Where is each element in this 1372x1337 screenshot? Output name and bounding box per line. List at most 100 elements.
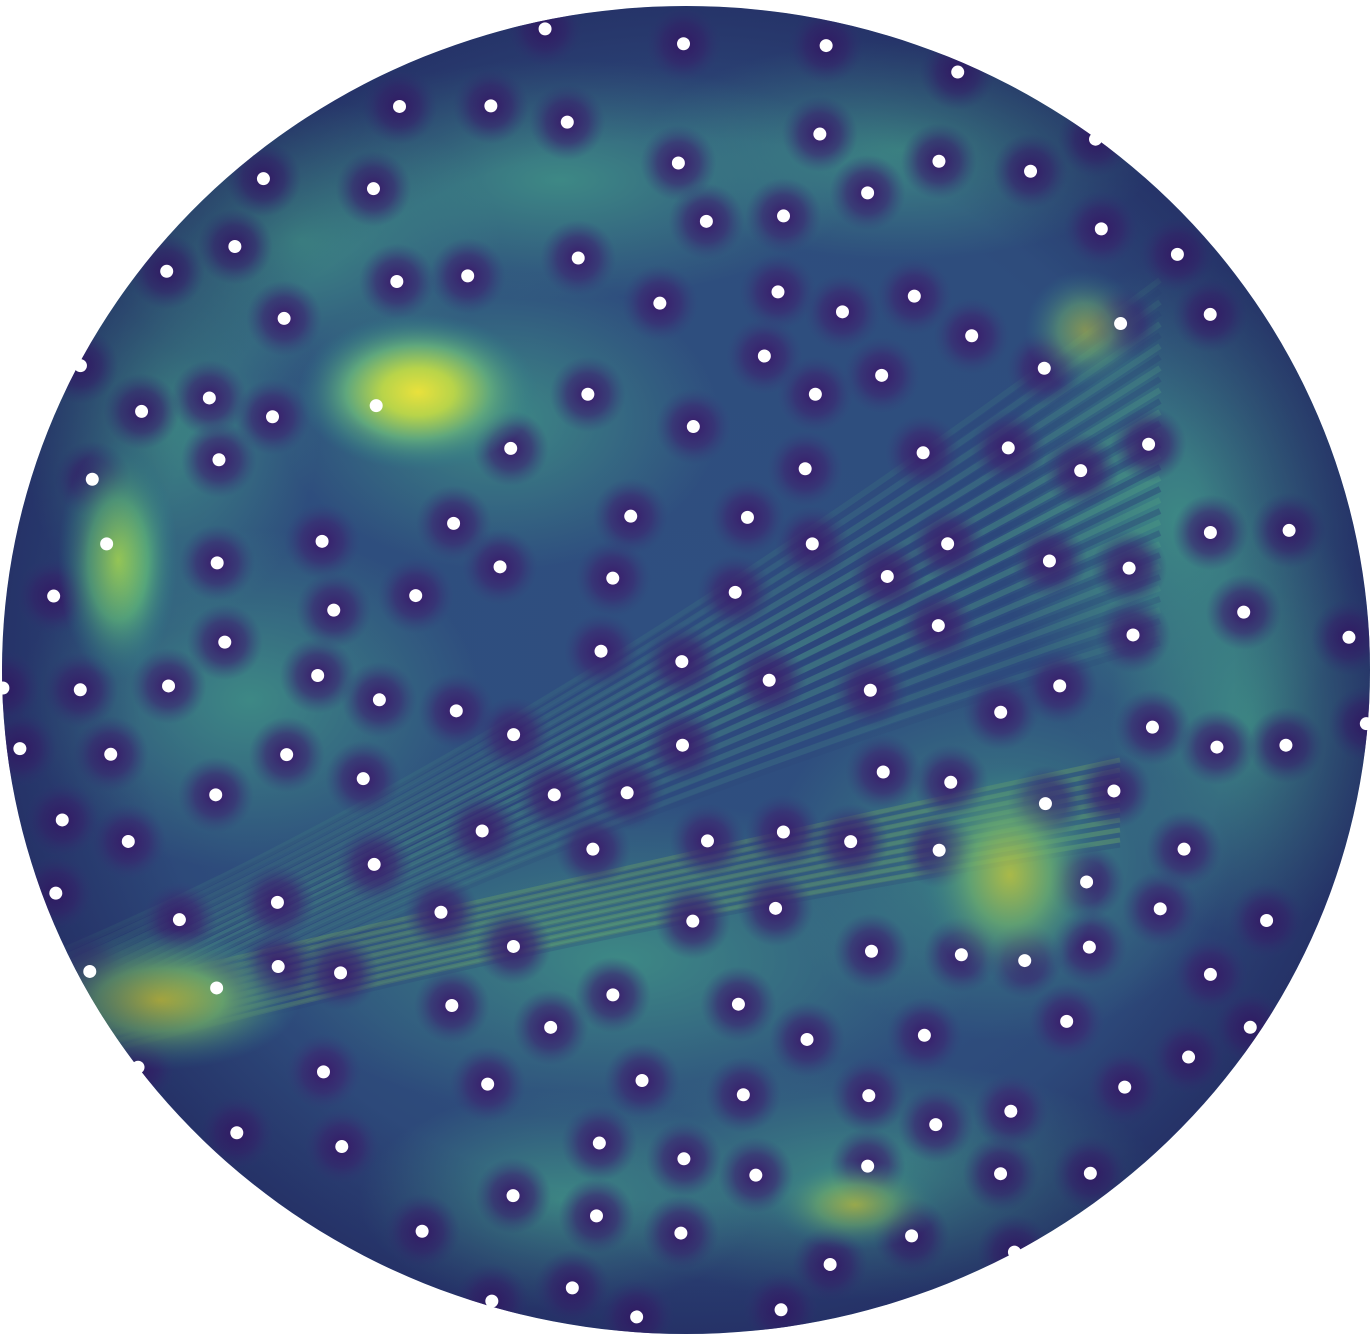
sample-marker <box>49 886 63 900</box>
sample-marker <box>1210 740 1224 754</box>
sample-marker <box>172 913 186 927</box>
sample-marker <box>270 895 284 909</box>
sample-marker <box>315 534 329 548</box>
sample-marker <box>1203 307 1217 321</box>
sample-marker <box>202 391 216 405</box>
sample-marker <box>1007 1245 1021 1259</box>
sample-marker <box>700 834 714 848</box>
sample-marker <box>800 1032 814 1046</box>
sample-marker <box>823 1257 837 1271</box>
sample-marker <box>484 99 498 113</box>
sample-marker <box>356 772 370 786</box>
sample-marker <box>210 556 224 570</box>
sample-marker <box>1053 679 1067 693</box>
sample-marker <box>493 560 507 574</box>
sample-marker <box>461 269 475 283</box>
sample-marker <box>334 966 348 980</box>
sample-marker <box>1122 561 1136 575</box>
sample-marker <box>776 825 790 839</box>
sample-marker <box>271 960 285 974</box>
sample-marker <box>880 569 894 583</box>
sample-marker <box>280 748 294 762</box>
sample-marker <box>736 1088 750 1102</box>
sample-marker <box>774 1303 788 1317</box>
sample-marker <box>762 673 776 687</box>
sample-marker <box>1145 720 1159 734</box>
sample-marker <box>1083 1166 1097 1180</box>
sample-marker <box>624 509 638 523</box>
sample-marker <box>230 1126 244 1140</box>
sample-marker <box>932 154 946 168</box>
sample-marker <box>104 747 118 761</box>
sample-marker <box>447 516 461 530</box>
sample-marker <box>1080 875 1094 889</box>
sample-marker <box>121 834 135 848</box>
sample-marker <box>47 589 61 603</box>
sample-marker <box>954 948 968 962</box>
sample-marker <box>931 619 945 633</box>
sample-marker <box>876 765 890 779</box>
sample-marker <box>504 441 518 455</box>
sample-marker <box>547 788 561 802</box>
sample-marker <box>862 1089 876 1103</box>
sample-marker <box>808 387 822 401</box>
sample-marker <box>630 1310 644 1324</box>
sample-marker <box>506 939 520 953</box>
sample-marker <box>777 209 791 223</box>
sample-marker <box>560 115 574 129</box>
sample-marker <box>372 693 386 707</box>
sample-marker <box>941 537 955 551</box>
sample-marker <box>210 981 224 995</box>
sample-marker <box>366 182 380 196</box>
sample-marker <box>740 510 754 524</box>
sample-marker <box>1018 954 1032 968</box>
sample-marker <box>475 824 489 838</box>
sample-marker <box>1114 317 1128 331</box>
sample-marker <box>620 786 634 800</box>
sample-marker <box>1038 797 1052 811</box>
sample-marker <box>863 683 877 697</box>
sample-marker <box>449 704 463 718</box>
sample-marker <box>73 359 87 373</box>
sample-marker <box>594 644 608 658</box>
sample-marker <box>861 1159 875 1173</box>
sample-marker <box>538 22 552 36</box>
sample-marker <box>1024 164 1038 178</box>
sample-marker <box>951 65 965 79</box>
sample-marker <box>731 997 745 1011</box>
sample-marker <box>686 420 700 434</box>
sample-marker <box>671 156 685 170</box>
sample-marker <box>481 1077 495 1091</box>
sample-marker <box>805 537 819 551</box>
sample-marker <box>1042 554 1056 568</box>
sample-marker <box>409 589 423 603</box>
sample-marker <box>506 1189 520 1203</box>
sample-marker <box>73 683 87 697</box>
sample-marker <box>212 453 226 467</box>
sample-marker <box>1203 526 1217 540</box>
sample-marker <box>445 998 459 1012</box>
sample-marker <box>905 1229 919 1243</box>
sample-marker <box>798 462 812 476</box>
sample-marker <box>316 1065 330 1079</box>
sample-marker <box>1153 902 1167 916</box>
sample-marker <box>1118 1080 1132 1094</box>
sample-marker <box>1282 523 1296 537</box>
sample-marker <box>1142 437 1156 451</box>
sample-marker <box>861 186 875 200</box>
sample-marker <box>335 1140 349 1154</box>
sample-marker <box>1279 738 1293 752</box>
sample-marker <box>485 1294 499 1308</box>
sample-marker <box>1126 628 1140 642</box>
sample-marker <box>835 305 849 319</box>
sample-marker <box>769 901 783 915</box>
sample-markers <box>0 22 1372 1324</box>
sample-marker <box>1260 914 1274 928</box>
sample-marker <box>131 1060 145 1074</box>
sample-marker <box>393 99 407 113</box>
sample-marker <box>675 738 689 752</box>
sample-marker <box>83 964 97 978</box>
sample-marker <box>1074 464 1088 478</box>
